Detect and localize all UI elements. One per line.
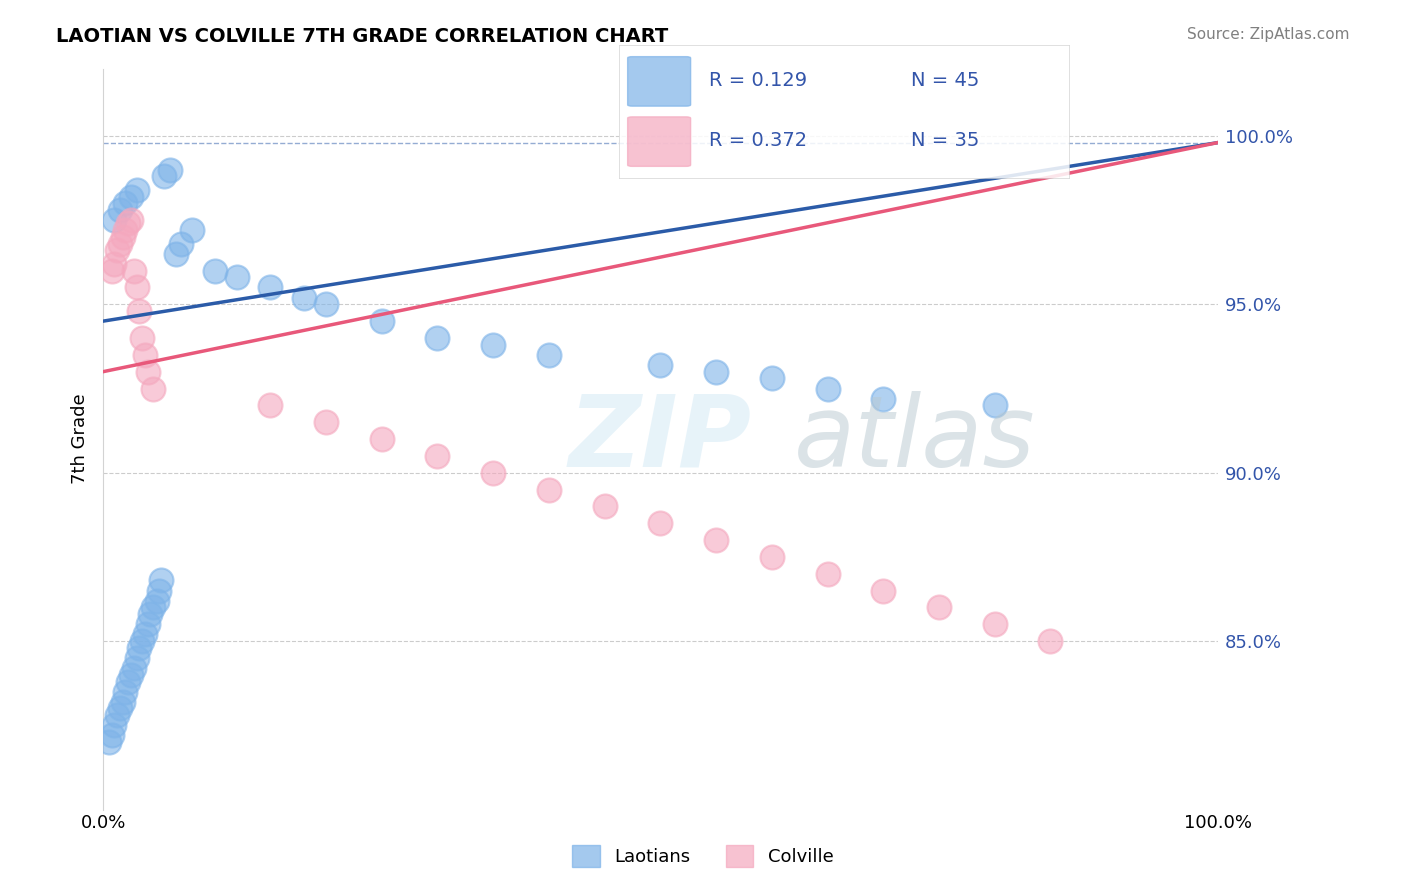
Point (426, 449, 449, 463)
Point (142, 382, 165, 396)
Text: R = 0.129: R = 0.129 (709, 71, 807, 90)
FancyBboxPatch shape (627, 57, 690, 106)
Point (103, 213, 125, 227)
Point (101, 728, 124, 742)
Point (114, 196, 136, 211)
Point (120, 213, 142, 227)
Point (105, 244, 128, 258)
Point (817, 382, 839, 396)
Text: N = 45: N = 45 (911, 71, 980, 90)
Point (761, 371, 783, 385)
Point (97, 735, 120, 749)
Point (145, 593, 167, 607)
Point (131, 634, 153, 648)
Point (125, 651, 148, 665)
Legend: Laotians, Colville: Laotians, Colville (565, 838, 841, 874)
Point (117, 674, 139, 689)
Y-axis label: 7th Grade: 7th Grade (72, 393, 89, 484)
Point (872, 392, 894, 406)
Point (120, 189, 142, 203)
Point (120, 668, 142, 682)
Point (105, 708, 128, 723)
Point (537, 348, 560, 362)
Point (114, 223, 136, 237)
Point (125, 280, 148, 294)
Point (136, 365, 159, 379)
Text: R = 0.372: R = 0.372 (709, 131, 807, 151)
Point (139, 607, 162, 622)
Point (315, 297, 337, 311)
Point (170, 236, 193, 251)
Point (108, 202, 131, 217)
Point (371, 314, 394, 328)
Point (165, 247, 187, 261)
Point (650, 516, 672, 531)
Text: Source: ZipAtlas.com: Source: ZipAtlas.com (1187, 27, 1350, 42)
Point (928, 600, 950, 615)
Point (650, 358, 672, 372)
Point (131, 331, 153, 345)
Point (259, 280, 281, 294)
Point (872, 583, 894, 598)
Point (817, 566, 839, 581)
Point (482, 466, 505, 480)
Point (704, 365, 727, 379)
Text: atlas: atlas (794, 391, 1036, 488)
Point (134, 348, 156, 362)
Point (103, 257, 125, 271)
Point (108, 701, 131, 715)
Point (148, 583, 170, 598)
Point (159, 162, 181, 177)
Point (108, 236, 131, 251)
Point (153, 169, 176, 184)
Point (125, 183, 148, 197)
Point (124, 661, 146, 675)
Point (128, 640, 150, 655)
Point (983, 617, 1005, 632)
Point (225, 270, 247, 285)
Point (181, 223, 204, 237)
Point (117, 217, 139, 231)
Point (292, 291, 315, 305)
Point (315, 415, 337, 429)
Point (101, 263, 124, 277)
Point (124, 263, 146, 277)
Point (112, 695, 135, 709)
Point (983, 398, 1005, 412)
Point (1039, 634, 1062, 648)
Point (150, 574, 173, 588)
Point (114, 684, 136, 698)
Point (128, 304, 150, 318)
Text: N = 35: N = 35 (911, 131, 980, 151)
Point (761, 549, 783, 564)
Point (426, 331, 449, 345)
Point (593, 500, 616, 514)
Point (259, 398, 281, 412)
Text: ZIP: ZIP (569, 391, 752, 488)
Point (134, 627, 156, 641)
Point (103, 718, 125, 732)
Point (704, 533, 727, 547)
Point (482, 337, 505, 351)
Text: LAOTIAN VS COLVILLE 7TH GRADE CORRELATION CHART: LAOTIAN VS COLVILLE 7TH GRADE CORRELATIO… (56, 27, 668, 45)
Point (371, 432, 394, 446)
Point (112, 230, 135, 244)
Point (136, 617, 159, 632)
Point (142, 600, 165, 615)
Point (204, 263, 226, 277)
Point (537, 483, 560, 497)
FancyBboxPatch shape (627, 117, 690, 166)
